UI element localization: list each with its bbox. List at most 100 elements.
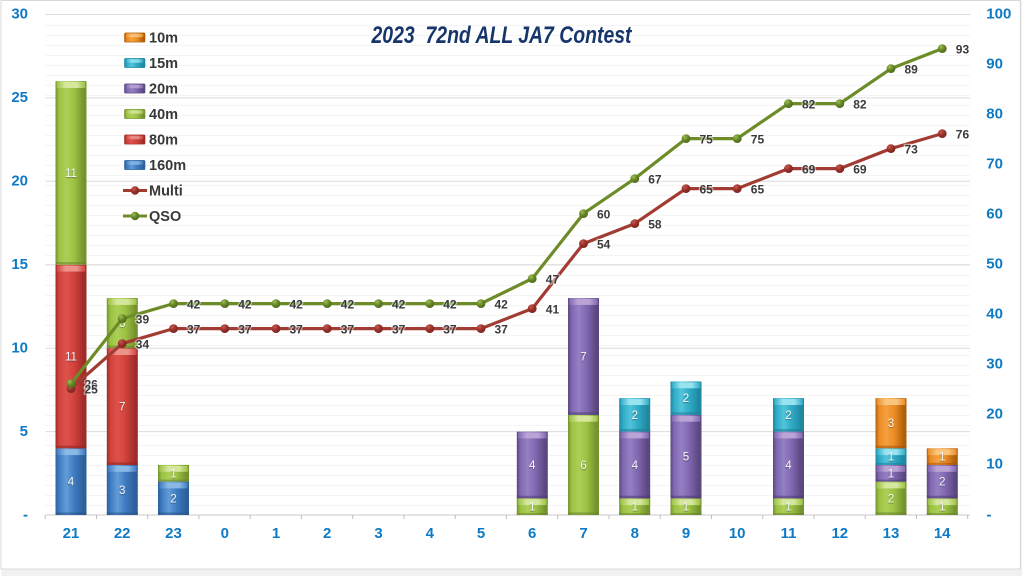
svg-text:5: 5 [20, 423, 28, 440]
svg-text:67: 67 [648, 172, 662, 186]
svg-text:1: 1 [632, 501, 638, 514]
svg-text:58: 58 [648, 217, 662, 231]
svg-text:37: 37 [443, 322, 457, 336]
svg-text:QSO: QSO [149, 209, 181, 225]
svg-text:47: 47 [546, 272, 560, 286]
svg-text:37: 37 [495, 322, 509, 336]
svg-text:90: 90 [986, 55, 1003, 72]
svg-text:65: 65 [700, 182, 714, 196]
svg-text:6: 6 [528, 525, 536, 542]
svg-text:0: 0 [221, 525, 229, 542]
svg-text:12: 12 [831, 525, 848, 542]
svg-text:60: 60 [597, 207, 611, 221]
svg-text:2023 72nd ALL JA7 Contest: 2023 72nd ALL JA7 Contest [371, 22, 633, 49]
svg-text:1: 1 [272, 525, 280, 542]
svg-text:1: 1 [170, 467, 176, 480]
svg-text:2: 2 [939, 476, 945, 489]
svg-text:37: 37 [290, 322, 304, 336]
svg-text:2: 2 [632, 409, 638, 422]
svg-text:20: 20 [11, 173, 28, 190]
svg-text:34: 34 [136, 337, 150, 351]
svg-text:10: 10 [11, 339, 28, 356]
svg-text:75: 75 [700, 132, 714, 146]
svg-text:7: 7 [119, 401, 125, 414]
svg-text:25: 25 [85, 382, 99, 396]
svg-text:82: 82 [802, 97, 816, 111]
svg-text:4: 4 [529, 459, 536, 472]
svg-text:89: 89 [905, 62, 919, 76]
svg-text:93: 93 [956, 42, 970, 56]
svg-text:37: 37 [238, 322, 252, 336]
svg-text:7: 7 [579, 525, 587, 542]
svg-text:10: 10 [986, 455, 1003, 472]
svg-text:40: 40 [986, 305, 1003, 322]
svg-text:75: 75 [751, 132, 765, 146]
svg-text:2: 2 [683, 392, 689, 405]
svg-text:2: 2 [785, 409, 791, 422]
svg-text:-: - [23, 506, 28, 523]
svg-text:15m: 15m [149, 56, 178, 72]
svg-text:40m: 40m [149, 107, 178, 123]
svg-text:42: 42 [495, 297, 509, 311]
svg-text:76: 76 [956, 127, 970, 141]
svg-text:4: 4 [632, 459, 639, 472]
svg-text:Multi: Multi [149, 184, 183, 200]
svg-text:1: 1 [785, 501, 791, 514]
svg-text:1: 1 [683, 501, 689, 514]
svg-text:3: 3 [888, 417, 894, 430]
svg-text:3: 3 [374, 525, 382, 542]
svg-text:8: 8 [631, 525, 639, 542]
svg-text:3: 3 [119, 484, 125, 497]
svg-text:1: 1 [939, 501, 945, 514]
svg-text:39: 39 [136, 312, 150, 326]
svg-text:22: 22 [114, 525, 131, 542]
svg-text:1: 1 [888, 451, 894, 464]
svg-text:1: 1 [939, 451, 945, 464]
svg-text:37: 37 [187, 322, 201, 336]
svg-text:11: 11 [781, 525, 797, 542]
svg-text:69: 69 [853, 162, 867, 176]
svg-text:37: 37 [392, 322, 406, 336]
svg-text:6: 6 [580, 459, 586, 472]
svg-text:42: 42 [187, 297, 201, 311]
svg-text:42: 42 [238, 297, 252, 311]
svg-text:42: 42 [392, 297, 406, 311]
svg-text:4: 4 [426, 525, 435, 542]
svg-text:69: 69 [802, 162, 816, 176]
svg-text:4: 4 [785, 459, 792, 472]
svg-text:50: 50 [986, 255, 1003, 272]
svg-text:42: 42 [341, 297, 355, 311]
svg-text:-: - [987, 506, 992, 523]
svg-text:9: 9 [682, 525, 690, 542]
svg-text:65: 65 [751, 182, 765, 196]
svg-text:160m: 160m [149, 158, 186, 174]
svg-text:54: 54 [597, 237, 611, 251]
svg-text:7: 7 [580, 351, 586, 364]
svg-text:5: 5 [477, 525, 485, 542]
svg-text:13: 13 [883, 525, 900, 542]
svg-text:21: 21 [63, 525, 80, 542]
svg-text:20: 20 [986, 405, 1003, 422]
svg-text:30: 30 [986, 355, 1003, 372]
svg-text:1: 1 [888, 467, 894, 480]
svg-text:2: 2 [888, 492, 894, 505]
svg-text:1: 1 [529, 501, 535, 514]
svg-text:42: 42 [290, 297, 304, 311]
svg-text:41: 41 [546, 302, 560, 316]
svg-text:15: 15 [11, 256, 28, 273]
svg-text:37: 37 [341, 322, 355, 336]
svg-text:30: 30 [11, 6, 28, 23]
svg-text:80m: 80m [149, 133, 178, 149]
svg-text:5: 5 [683, 451, 689, 464]
svg-text:70: 70 [986, 155, 1003, 172]
svg-text:80: 80 [986, 105, 1003, 122]
svg-text:2: 2 [323, 525, 331, 542]
svg-text:100: 100 [986, 5, 1011, 22]
svg-text:73: 73 [905, 142, 919, 156]
svg-text:2: 2 [170, 492, 176, 505]
svg-text:10m: 10m [149, 31, 178, 47]
svg-text:4: 4 [68, 476, 75, 489]
svg-text:25: 25 [11, 89, 28, 106]
svg-text:42: 42 [443, 297, 457, 311]
svg-text:10: 10 [729, 525, 746, 542]
